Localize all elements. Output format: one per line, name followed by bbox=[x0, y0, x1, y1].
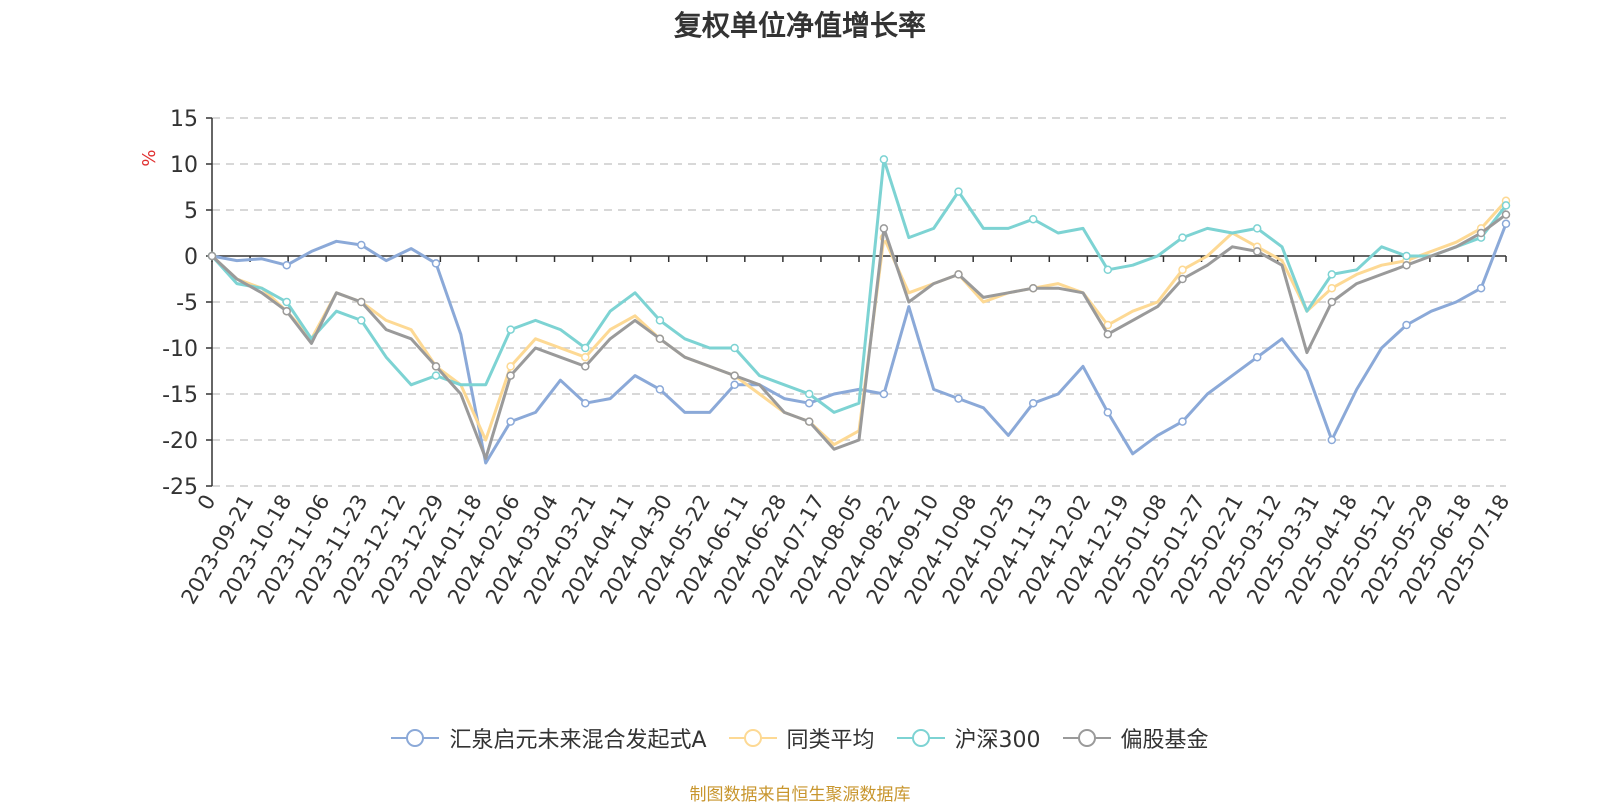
data-point bbox=[730, 371, 739, 380]
data-point bbox=[730, 380, 739, 390]
data-point bbox=[431, 259, 441, 268]
data-point bbox=[1501, 201, 1511, 210]
data-point bbox=[1178, 265, 1187, 275]
data-point bbox=[1501, 210, 1511, 219]
legend: 汇泉启元未来混合发起式A 同类平均 沪深300 偏股基金 bbox=[0, 722, 1600, 754]
data-point bbox=[1327, 270, 1337, 279]
data-point bbox=[1252, 352, 1262, 362]
data-point bbox=[1476, 283, 1486, 293]
data-point bbox=[282, 306, 291, 316]
data-point bbox=[357, 316, 366, 325]
data-point bbox=[1402, 251, 1411, 261]
y-tick-label: -5 bbox=[176, 291, 198, 316]
data-point bbox=[1252, 247, 1262, 256]
data-point bbox=[357, 240, 366, 250]
data-point bbox=[879, 155, 889, 164]
data-point bbox=[581, 352, 590, 362]
x-tick-label: 0 bbox=[193, 491, 220, 515]
data-point bbox=[581, 362, 590, 371]
data-point bbox=[1327, 297, 1337, 307]
data-point bbox=[1103, 329, 1113, 339]
data-point bbox=[1103, 265, 1113, 275]
y-tick-label: -15 bbox=[162, 383, 198, 408]
data-point bbox=[1327, 435, 1337, 445]
chart-title: 复权单位净值增长率 bbox=[673, 9, 926, 42]
data-point bbox=[1252, 224, 1262, 233]
data-point bbox=[1402, 320, 1411, 330]
data-point bbox=[282, 297, 291, 307]
data-point bbox=[282, 260, 291, 270]
data-point bbox=[1103, 320, 1113, 330]
data-point bbox=[804, 389, 814, 399]
legend-label-fund: 汇泉启元未来混合发起式A bbox=[449, 728, 707, 753]
data-point bbox=[1327, 283, 1337, 293]
data-point bbox=[431, 362, 441, 371]
y-tick-label: -10 bbox=[162, 337, 198, 362]
data-point bbox=[207, 251, 217, 261]
data-point bbox=[506, 371, 515, 380]
legend-item-fund[interactable]: 汇泉启元未来混合发起式A bbox=[391, 722, 707, 754]
legend-label-csi300: 沪深300 bbox=[954, 728, 1041, 753]
y-tick-label: 10 bbox=[170, 153, 198, 178]
data-point bbox=[1028, 398, 1038, 408]
data-point bbox=[1103, 408, 1113, 417]
legend-label-equity-fund: 偏股基金 bbox=[1120, 728, 1209, 753]
data-point bbox=[1028, 283, 1038, 293]
y-tick-label: -25 bbox=[162, 475, 198, 500]
data-point bbox=[879, 389, 889, 399]
data-point bbox=[879, 224, 889, 233]
y-tick-label: 5 bbox=[184, 199, 198, 224]
data-point bbox=[655, 316, 665, 325]
data-point bbox=[804, 417, 814, 426]
y-tick-label: 15 bbox=[170, 107, 198, 132]
data-point bbox=[655, 385, 665, 394]
y-tick-label: 0 bbox=[184, 245, 198, 270]
data-point bbox=[506, 362, 515, 371]
source-note: 制图数据来自恒生聚源数据库 bbox=[689, 785, 911, 805]
data-point bbox=[1476, 228, 1486, 238]
legend-line-circle-icon bbox=[728, 729, 777, 747]
legend-label-peer-average: 同类平均 bbox=[786, 728, 875, 753]
data-point bbox=[1402, 260, 1411, 270]
data-point bbox=[804, 398, 814, 408]
data-point bbox=[506, 417, 515, 426]
data-point bbox=[1178, 274, 1187, 284]
data-point bbox=[431, 371, 441, 380]
data-point bbox=[357, 297, 366, 307]
legend-item-equity-fund[interactable]: 偏股基金 bbox=[1062, 722, 1209, 754]
legend-line-circle-icon bbox=[1062, 729, 1111, 747]
legend-item-peer-average[interactable]: 同类平均 bbox=[728, 722, 875, 754]
data-point bbox=[730, 343, 739, 353]
data-point bbox=[581, 343, 590, 353]
series-line-1 bbox=[210, 199, 1508, 447]
y-tick-label: -20 bbox=[162, 429, 198, 454]
data-point bbox=[1028, 214, 1038, 224]
data-point bbox=[1178, 233, 1187, 242]
data-point bbox=[506, 325, 515, 334]
legend-item-csi300[interactable]: 沪深300 bbox=[896, 722, 1041, 754]
legend-line-circle-icon bbox=[896, 729, 945, 747]
legend-line-circle-icon bbox=[391, 729, 440, 747]
data-point bbox=[954, 187, 963, 196]
data-point bbox=[581, 398, 590, 408]
data-point bbox=[954, 270, 963, 279]
data-point bbox=[1501, 219, 1511, 229]
data-point bbox=[1178, 417, 1187, 426]
y-axis-unit: % bbox=[139, 149, 160, 166]
data-point bbox=[954, 394, 963, 403]
series-line-2 bbox=[210, 157, 1508, 414]
data-point bbox=[655, 334, 665, 344]
series-line-3 bbox=[210, 213, 1507, 460]
